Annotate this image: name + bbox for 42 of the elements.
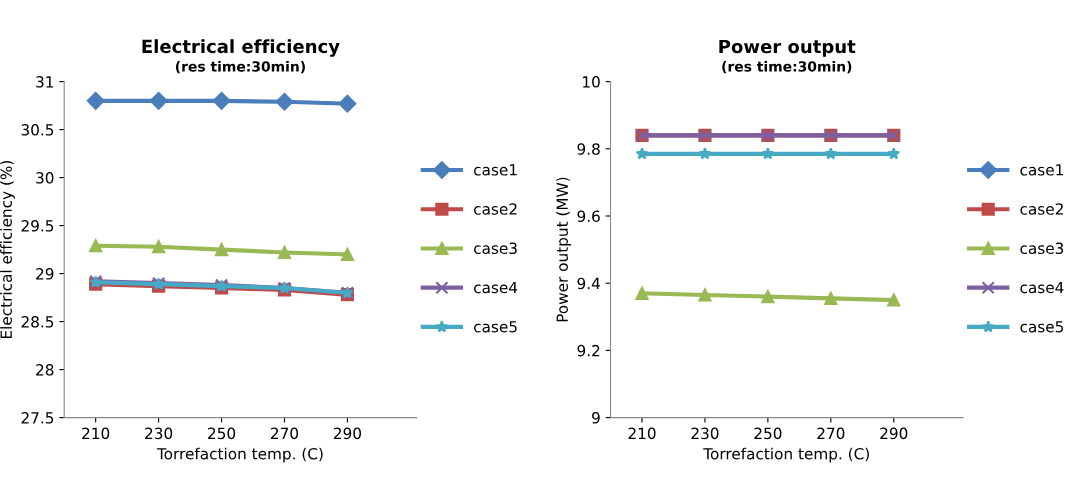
- y-tick-label: 29.5: [21, 220, 54, 232]
- y-tick-label: 27.5: [21, 412, 54, 424]
- y-tick-label: 10: [583, 76, 600, 88]
- legend-label: case3: [1020, 242, 1064, 255]
- legend-label: case4: [474, 281, 518, 294]
- y-tick-label: 9.6: [577, 210, 600, 223]
- chart-subtitle: (res time:30min): [722, 60, 852, 74]
- x-tick-label: 250: [754, 427, 782, 440]
- y-tick-label: 28.5: [21, 316, 54, 328]
- x-axis-title: Torrefaction temp. (C): [703, 447, 869, 463]
- legend-label: case5: [1020, 321, 1064, 333]
- y-axis-title: Electrical efficiency (%): [0, 160, 15, 339]
- x-tick-label: 230: [691, 427, 719, 440]
- legend-label: case1: [1020, 164, 1063, 176]
- y-tick-label: 30: [36, 172, 54, 184]
- x-tick-label: 210: [628, 427, 656, 440]
- y-tick-label: 31: [36, 76, 54, 88]
- y-tick-label: 9.4: [577, 277, 600, 290]
- chart-title: Power output: [719, 39, 856, 57]
- y-tick-label: 9.2: [577, 344, 600, 357]
- legend-label: case2: [474, 203, 517, 215]
- chart-title: Electrical efficiency: [142, 39, 340, 57]
- legend-label: case5: [474, 321, 517, 333]
- legend-label: case1: [474, 164, 517, 176]
- chart-subtitle: (res time:30min): [175, 60, 305, 74]
- y-tick-label: 9: [592, 412, 600, 424]
- x-tick-label: 270: [271, 427, 299, 440]
- x-tick-label: 250: [208, 427, 236, 440]
- x-tick-label: 210: [82, 427, 110, 440]
- x-tick-label: 270: [817, 427, 845, 440]
- x-tick-label: 230: [145, 427, 173, 440]
- y-tick-label: 29: [36, 268, 54, 280]
- x-axis-title: Torrefaction temp. (C): [156, 447, 323, 463]
- legend-label: case3: [474, 242, 517, 255]
- legend-label: case4: [1020, 281, 1064, 294]
- x-tick-label: 290: [333, 427, 361, 440]
- legend-label: case2: [1020, 203, 1063, 215]
- x-tick-label: 290: [880, 427, 908, 440]
- y-tick-label: 9.8: [577, 143, 600, 155]
- y-tick-label: 28: [36, 364, 54, 376]
- y-axis-title: Power output (MW): [556, 177, 571, 322]
- y-tick-label: 30.5: [21, 124, 54, 136]
